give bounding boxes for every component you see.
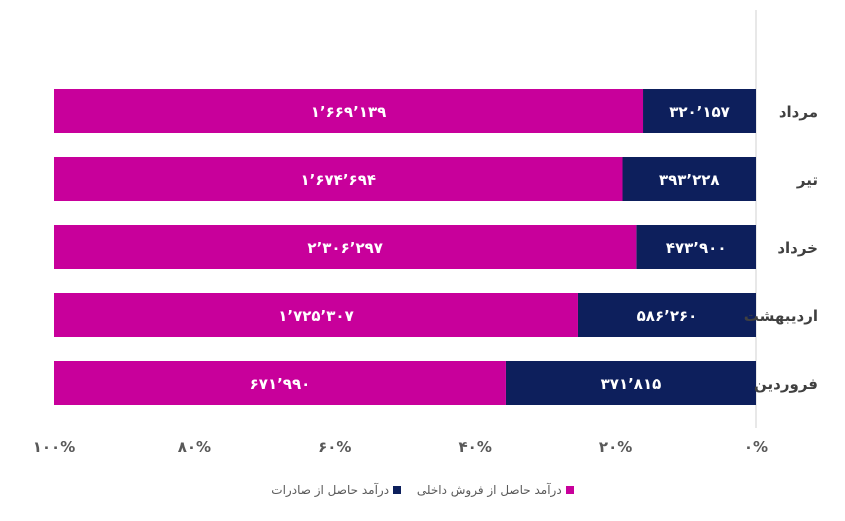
bar-export-0 [643,89,756,133]
bar-export-2 [636,225,756,269]
legend-item-domestic: درآمد حاصل از فروش داخلی [417,483,574,497]
data-label-export-0: ۳۲۰’۱۵۷ [669,103,730,121]
data-label-domestic-0: ۱’۶۶۹’۱۳۹ [311,103,386,121]
data-label-domestic-1: ۱’۶۷۴’۶۹۴ [301,171,376,189]
data-label-export-4: ۳۷۱’۸۱۵ [601,375,662,393]
bar-domestic-3 [54,293,578,337]
x-tick-label-3: ۶۰% [318,438,351,456]
legend-item-export: درآمد حاصل از صادرات [271,483,402,497]
legend-label-domestic: درآمد حاصل از فروش داخلی [416,483,562,497]
bar-export-3 [577,293,756,337]
legend-swatch-export [393,486,402,494]
x-tick-label-0: ۰% [744,438,768,456]
category-label-1: تیر [796,171,818,189]
data-label-domestic-4: ۶۷۱’۹۹۰ [250,375,311,393]
bar-export-4 [505,361,756,405]
category-label-3: اردیبهشت [744,307,818,325]
x-tick-label-5: ۱۰۰% [33,438,76,456]
data-label-export-2: ۴۷۳’۹۰۰ [666,239,727,257]
category-label-2: خرداد [777,239,818,257]
data-label-export-3: ۵۸۶’۲۶۰ [637,307,698,325]
bar-domestic-4 [54,361,506,405]
legend-label-export: درآمد حاصل از صادرات [271,483,390,497]
x-tick-label-2: ۴۰% [459,438,492,456]
legend: درآمد حاصل از فروش داخلی درآمد حاصل از ص… [0,483,845,497]
stacked-bar-chart: ۳۲۰’۱۵۷ ۱’۶۶۹’۱۳۹ ۳۹۳’۲۲۸ ۱’۶۷۴’۶۹۴ ۴۷۳’۹۰۰ ۲… [33,10,818,456]
bar-domestic-2 [54,225,637,269]
bar-domestic-1 [54,157,623,201]
x-tick-label-4: ۸۰% [178,438,211,456]
data-label-domestic-2: ۲’۳۰۶’۲۹۷ [307,239,382,257]
data-label-export-1: ۳۹۳’۲۲۸ [659,171,720,189]
bar-export-1 [622,157,756,201]
data-label-domestic-3: ۱’۷۲۵’۳۰۷ [278,307,353,325]
category-label-4: فروردین [754,375,818,393]
legend-swatch-domestic [565,486,574,494]
x-tick-label-1: ۲۰% [599,438,632,456]
category-label-0: مرداد [779,103,818,121]
bar-domestic-0 [54,89,644,133]
